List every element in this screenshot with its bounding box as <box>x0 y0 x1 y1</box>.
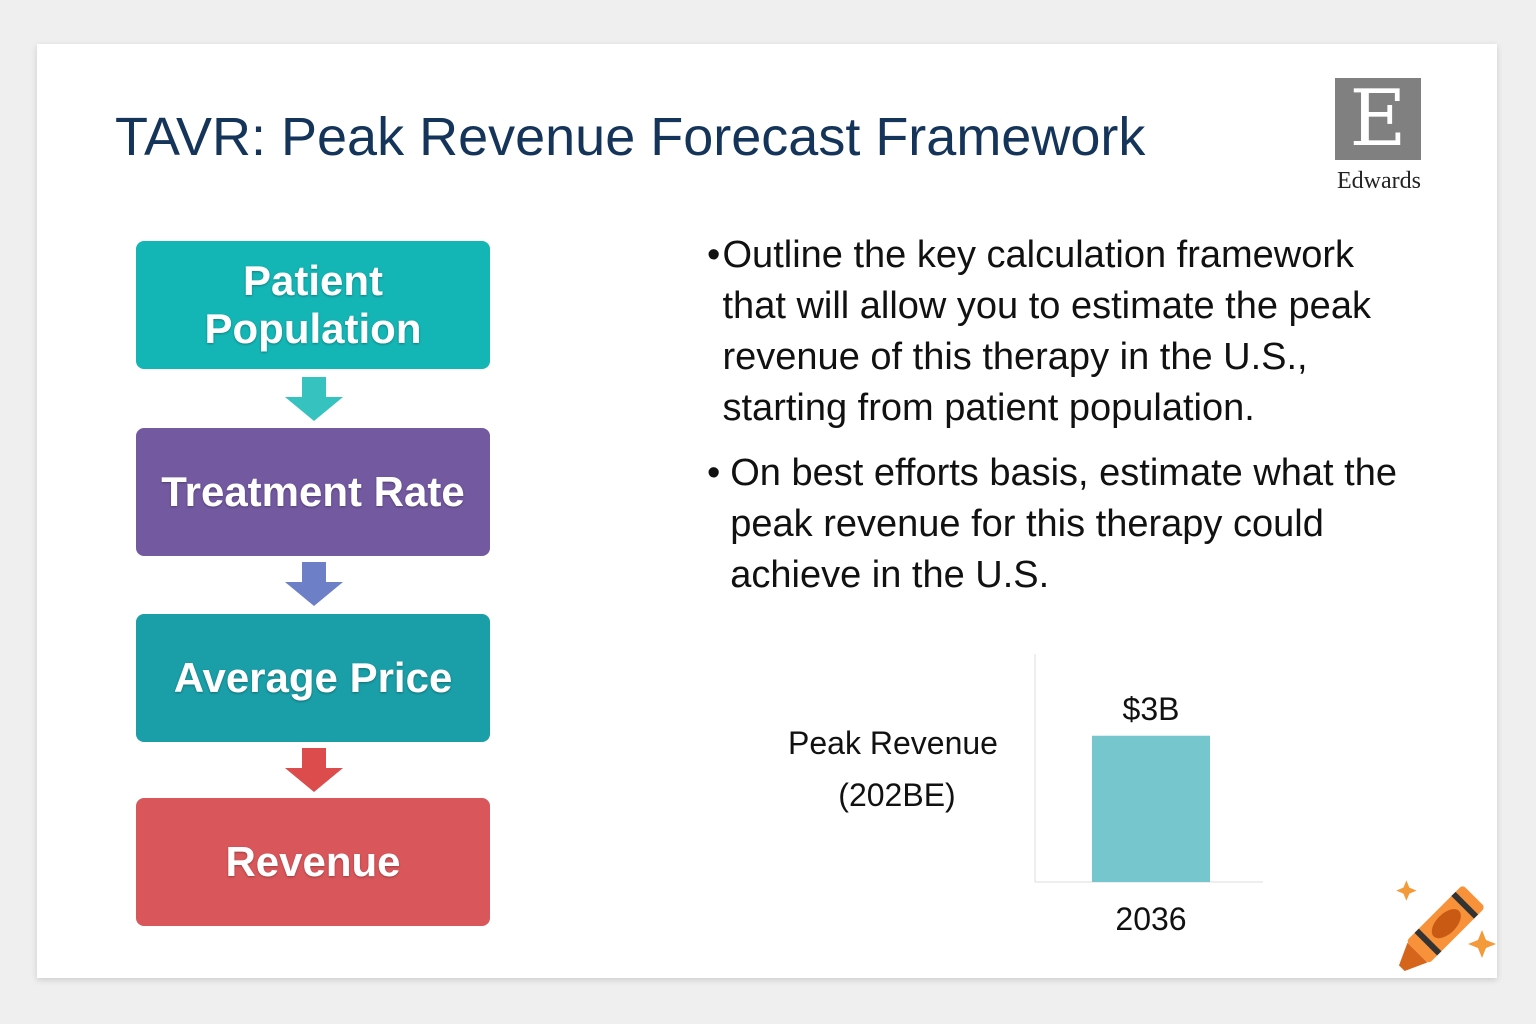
bullet-text: On best efforts basis, estimate what the… <box>730 452 1397 596</box>
bar-2036 <box>1092 735 1210 882</box>
slide-title: TAVR: Peak Revenue Forecast Framework <box>115 107 1146 167</box>
bullet-text: Outline the key calculation framework th… <box>722 234 1371 429</box>
y-label-line1: Peak Revenue <box>788 725 998 761</box>
y-label-line2: (202BE) <box>838 777 955 813</box>
slide: TAVR: Peak Revenue Forecast Framework E … <box>37 44 1497 978</box>
logo-text: Edwards <box>1337 168 1421 194</box>
bullet-item: • On best efforts basis, estimate what th… <box>707 448 1407 601</box>
arrow-down-icon <box>285 562 343 606</box>
arrow-down-icon <box>285 377 343 421</box>
step-average-price: Average Price <box>136 614 490 742</box>
edwards-logo: E Edwards <box>1335 78 1423 195</box>
bullet-list: • Outline the key calculation framework t… <box>707 230 1407 615</box>
step-revenue: Revenue <box>136 798 490 926</box>
step-patient-population: Patient Population <box>136 241 490 369</box>
logo-letter: E <box>1335 78 1421 160</box>
peak-revenue-chart: Peak Revenue (202BE) $3B 2036 <box>788 654 1263 937</box>
data-label: $3B <box>1123 691 1180 727</box>
arrow-down-icon <box>285 748 343 792</box>
bullet-item: • Outline the key calculation framework t… <box>707 230 1407 434</box>
x-tick-label: 2036 <box>1115 901 1186 937</box>
step-treatment-rate: Treatment Rate <box>136 428 490 556</box>
crayon-icon <box>1396 880 1496 972</box>
